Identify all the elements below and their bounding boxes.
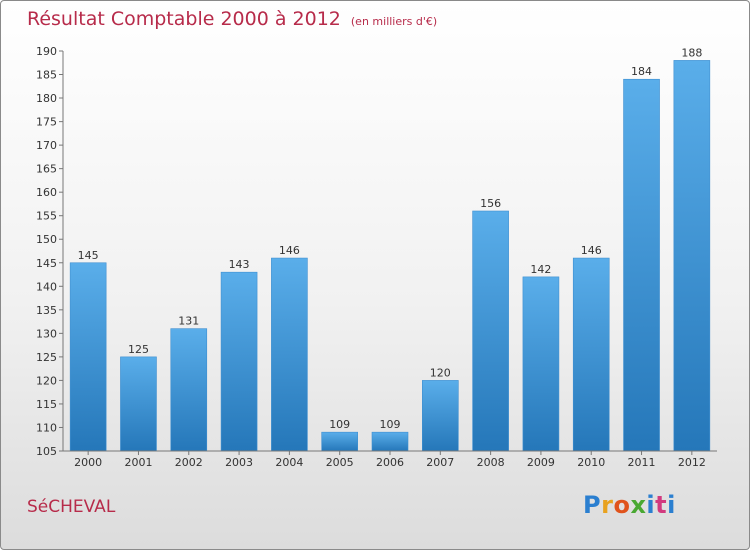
y-tick-label: 130	[36, 327, 57, 340]
bar-value-label: 156	[480, 197, 501, 210]
bar-2001	[120, 356, 157, 452]
commune-name: SéCHEVAL	[27, 497, 116, 517]
bar-value-label: 142	[530, 263, 551, 276]
y-tick-label: 140	[36, 280, 57, 293]
x-tick-label: 2006	[376, 456, 404, 469]
bar-value-label: 120	[430, 366, 451, 379]
logo-letter: P	[583, 491, 602, 519]
bar-value-label: 109	[380, 418, 401, 431]
bar-2004	[271, 257, 308, 452]
bar-2011	[623, 78, 660, 452]
proxiti-logo: Proxiti	[583, 491, 676, 519]
logo-letter: t	[655, 491, 668, 519]
x-tick-label: 2007	[426, 456, 454, 469]
x-tick-label: 2012	[678, 456, 706, 469]
bar-2002	[170, 328, 208, 452]
x-tick-label: 2003	[225, 456, 253, 469]
logo-letter: i	[646, 491, 656, 519]
y-tick-label: 155	[36, 210, 57, 223]
y-tick-label: 110	[36, 421, 57, 434]
bar-value-label: 109	[329, 418, 350, 431]
bar-2009	[522, 276, 560, 452]
bar-value-label: 146	[279, 244, 300, 257]
bar-value-label: 131	[178, 315, 199, 328]
logo-letter: x	[630, 491, 647, 519]
x-tick-label: 2011	[628, 456, 656, 469]
bar-2007	[422, 380, 459, 452]
y-tick-label: 165	[36, 163, 57, 176]
chart-title-text: Résultat Comptable 2000 à 2012	[27, 8, 341, 30]
bar-2005	[321, 431, 358, 452]
bars-group: 145 125 131 143 146 109 109 120 156 142 146 184 188	[69, 46, 711, 452]
logo-letter: r	[601, 491, 614, 519]
bar-2000	[69, 262, 107, 452]
bar-value-label: 125	[128, 343, 149, 356]
bar-value-label: 143	[229, 258, 250, 271]
chart-unit-label: (en milliers d'€)	[350, 15, 438, 28]
y-tick-label: 145	[36, 257, 57, 270]
x-tick-label: 2010	[577, 456, 605, 469]
bar-value-label: 188	[681, 46, 702, 59]
bar-2006	[371, 431, 409, 452]
bar-2012	[673, 60, 711, 452]
y-tick-label: 115	[36, 398, 57, 411]
y-tick-label: 160	[36, 186, 57, 199]
y-tick-label: 180	[36, 92, 57, 105]
bar-2008	[472, 210, 509, 452]
y-tick-label: 170	[36, 139, 57, 152]
bar-2003	[220, 271, 258, 452]
bar-value-label: 145	[78, 249, 99, 262]
x-axis: 2000 2001 2002 2003 2004 2005 2006 2007 2008 2009…	[63, 450, 717, 469]
logo-letter: i	[667, 491, 676, 519]
x-tick-label: 2001	[124, 456, 152, 469]
y-tick-label: 105	[36, 445, 57, 458]
x-tick-label: 2004	[275, 456, 303, 469]
y-tick-label: 135	[36, 304, 57, 317]
x-tick-label: 2009	[527, 456, 555, 469]
y-tick-label: 190	[36, 45, 57, 58]
y-tick-label: 150	[36, 233, 57, 246]
bar-value-label: 146	[581, 244, 602, 257]
y-tick-label: 185	[36, 69, 57, 82]
logo-letter: o	[613, 491, 631, 519]
y-tick-label: 120	[36, 374, 57, 387]
chart-title: Résultat Comptable 2000 à 2012 (en millie…	[27, 8, 437, 30]
y-tick-label: 175	[36, 116, 57, 129]
bar-value-label: 184	[631, 65, 652, 78]
y-axis: 105 110 115 120 125 130 135 140 145 150 155 160 165 1…	[36, 45, 64, 458]
x-tick-label: 2008	[477, 456, 505, 469]
bar-2010	[572, 257, 610, 452]
x-tick-label: 2005	[326, 456, 354, 469]
y-tick-label: 125	[36, 351, 57, 364]
x-tick-label: 2000	[74, 456, 102, 469]
x-tick-label: 2002	[175, 456, 203, 469]
